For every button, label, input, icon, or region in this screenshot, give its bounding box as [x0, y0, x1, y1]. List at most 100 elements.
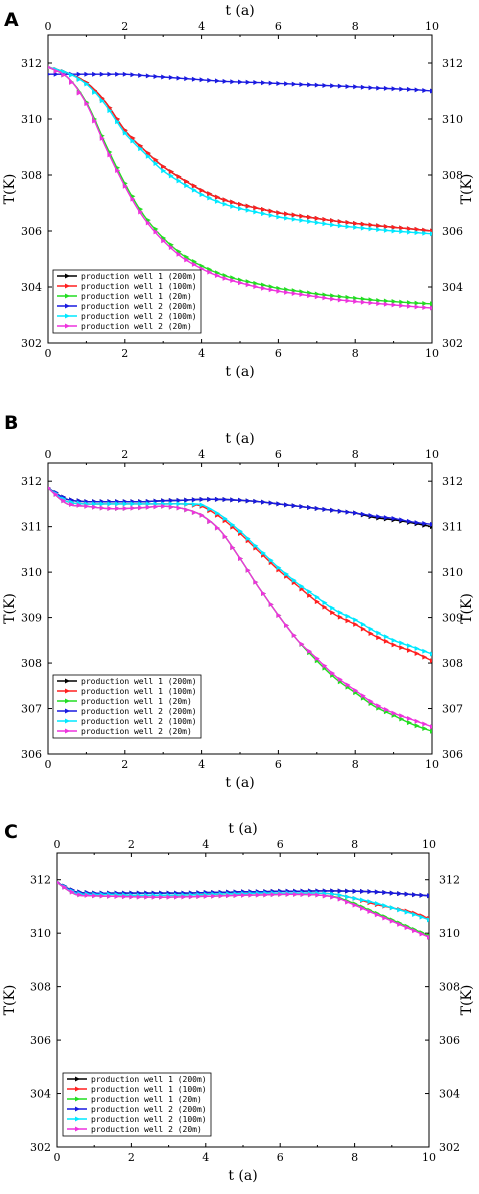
series-marker [76, 71, 82, 77]
series-marker [382, 890, 388, 896]
y-tick-label-right: 309 [442, 612, 463, 625]
series-marker [241, 892, 246, 898]
series-marker [406, 86, 412, 92]
series-marker [314, 505, 320, 511]
series-marker [218, 893, 224, 899]
x-tick-label-top: 0 [45, 20, 52, 33]
legend-marker [65, 323, 70, 329]
series-marker [76, 502, 82, 508]
series-marker [307, 218, 313, 224]
series-marker [337, 297, 343, 303]
series-marker [48, 72, 51, 76]
series-marker [168, 501, 174, 507]
legend-entry: production well 2 (100m) [81, 717, 197, 726]
legend-box [62, 1072, 212, 1137]
series-marker [151, 894, 157, 900]
series-marker [422, 648, 428, 654]
series-marker [330, 888, 336, 894]
x-tick-label: 10 [425, 347, 439, 360]
series-marker [422, 726, 428, 732]
series-marker [191, 187, 197, 193]
series-marker [427, 917, 429, 923]
series-marker [399, 517, 405, 523]
series-marker [345, 894, 351, 900]
series-marker [184, 507, 190, 513]
series-marker [238, 206, 243, 212]
series-marker [383, 224, 389, 230]
x-tick-label-top: 8 [352, 20, 359, 33]
series-marker [276, 565, 282, 571]
series-marker [376, 223, 382, 229]
series-marker [399, 225, 405, 231]
series-marker [188, 894, 194, 900]
series-marker [245, 207, 251, 213]
series-marker [353, 220, 359, 226]
series-marker [360, 905, 366, 911]
y-tick-label: 302 [21, 337, 42, 350]
series-marker [238, 201, 243, 207]
series-marker [130, 501, 136, 507]
x-tick-label: 10 [425, 758, 439, 771]
series-marker [353, 617, 359, 623]
series-marker [130, 196, 136, 202]
series-marker [199, 502, 205, 508]
series-marker [352, 902, 358, 908]
x-tick-label-top: 4 [198, 20, 205, 33]
series-marker [284, 571, 290, 577]
series-marker [92, 71, 98, 77]
series-marker [248, 892, 254, 898]
series-marker [107, 893, 113, 899]
series-marker [345, 298, 351, 304]
series-marker [161, 164, 167, 170]
y-tick-label: 308 [21, 169, 42, 182]
legend-entry: production well 2 (100m) [81, 312, 197, 321]
legend-marker [65, 688, 70, 694]
series-marker [276, 210, 282, 216]
series-marker [115, 501, 121, 507]
series-marker [368, 631, 374, 637]
series-marker [330, 293, 336, 299]
series-marker [414, 646, 420, 652]
y-tick-label-right: 308 [442, 657, 463, 670]
legend-marker [65, 293, 70, 299]
series-marker [176, 497, 182, 503]
series-marker [330, 670, 336, 676]
series-marker [253, 543, 259, 549]
y-tick-label: 304 [30, 1088, 51, 1101]
series-marker [168, 245, 174, 251]
series-marker [330, 222, 336, 228]
series-marker [391, 637, 397, 643]
series-marker [196, 894, 202, 900]
series-marker [238, 280, 243, 286]
x-tick-label: 8 [351, 1151, 358, 1164]
y-tick-label-right: 312 [439, 874, 460, 887]
x-tick-label: 8 [352, 758, 359, 771]
series-marker [307, 592, 313, 598]
series-marker [399, 713, 405, 719]
legend-marker [75, 1086, 80, 1092]
panel-letter: A [4, 9, 19, 31]
series-marker [261, 206, 267, 212]
series-marker [268, 80, 274, 86]
series-marker [337, 896, 343, 902]
series-marker [397, 891, 403, 897]
series-marker [214, 198, 220, 204]
series-marker [261, 282, 267, 288]
series-marker [367, 909, 373, 915]
series-marker [412, 928, 418, 934]
series-marker [153, 229, 159, 235]
series-marker [61, 72, 67, 78]
x-tick-label: 4 [198, 347, 205, 360]
series-marker [184, 257, 190, 263]
series-marker [107, 152, 113, 158]
series-marker [291, 577, 297, 583]
y-tick-label-right: 308 [442, 169, 463, 182]
series-marker [383, 301, 389, 307]
series-marker [207, 191, 213, 197]
series-marker [99, 135, 105, 141]
series-marker [69, 501, 75, 507]
series-marker [412, 892, 418, 898]
series-marker [191, 501, 197, 507]
series-marker [276, 501, 282, 507]
